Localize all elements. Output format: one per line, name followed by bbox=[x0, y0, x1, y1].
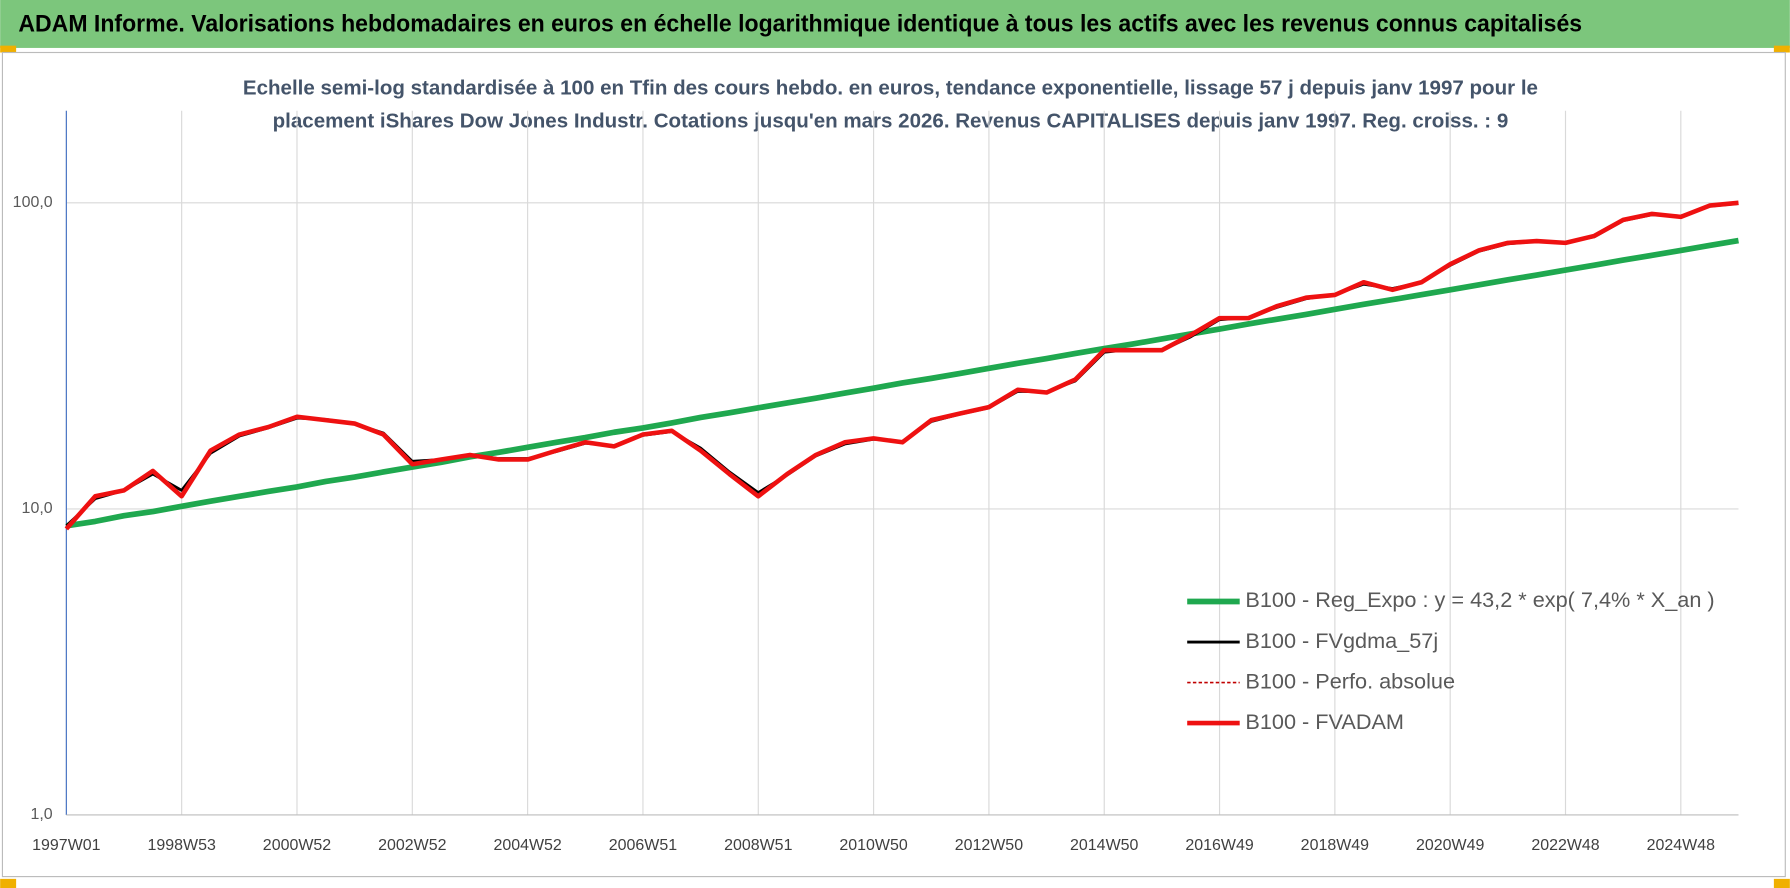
chart-border bbox=[1, 51, 1786, 878]
x-tick-label: 2010W50 bbox=[839, 837, 907, 854]
x-tick-label: 2008W51 bbox=[724, 837, 792, 854]
corner bbox=[0, 45, 17, 53]
x-tick-label: 2006W51 bbox=[609, 837, 677, 854]
chart-title: ADAM Informe. Valorisations hebdomadaire… bbox=[18, 10, 1582, 37]
x-tick-label: 1997W01 bbox=[32, 837, 100, 854]
corner bbox=[0, 878, 17, 888]
x-tick-label: 2018W49 bbox=[1301, 837, 1369, 854]
series-line bbox=[65, 237, 1739, 529]
x-tick-label: 2020W49 bbox=[1416, 837, 1484, 854]
legend-label: B100 - FVgdma_57j bbox=[1245, 628, 1438, 653]
chart-subtitle: Echelle semi-log standardisée à 100 en T… bbox=[243, 76, 1538, 99]
series-line bbox=[64, 200, 1739, 531]
chart-subtitle: placement iShares Dow Jones Industr. Cot… bbox=[273, 110, 1509, 133]
legend-label: B100 - FVADAM bbox=[1245, 709, 1404, 734]
x-tick-label: 2016W49 bbox=[1185, 837, 1253, 854]
x-tick-label: 1998W53 bbox=[147, 837, 215, 854]
x-tick-label: 2012W50 bbox=[955, 837, 1023, 854]
x-tick-label: 2004W52 bbox=[493, 837, 561, 854]
corner bbox=[1773, 45, 1790, 53]
legend-label: B100 - Perfo. absolue bbox=[1245, 668, 1455, 693]
y-tick-label: 10,0 bbox=[22, 500, 53, 517]
legend-label: B100 - Reg_Expo : y = 43,2 * exp( 7,4% *… bbox=[1245, 587, 1714, 612]
x-tick-label: 2024W48 bbox=[1647, 837, 1715, 854]
y-tick-label: 1,0 bbox=[30, 806, 52, 823]
x-tick-label: 2022W48 bbox=[1531, 837, 1599, 854]
title-bar bbox=[0, 0, 1790, 48]
x-tick-label: 2014W50 bbox=[1070, 837, 1138, 854]
x-tick-label: 2002W52 bbox=[378, 837, 446, 854]
corner bbox=[1773, 878, 1790, 888]
y-tick-label: 100,0 bbox=[13, 194, 53, 211]
x-tick-label: 2000W52 bbox=[263, 837, 331, 854]
